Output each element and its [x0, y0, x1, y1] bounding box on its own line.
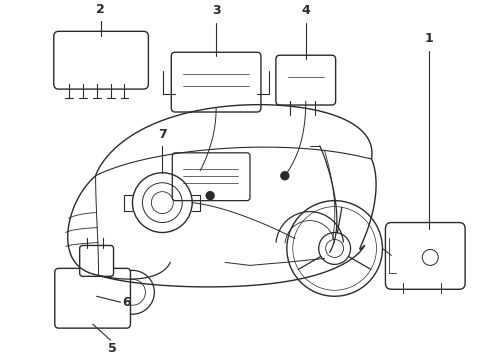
- FancyBboxPatch shape: [55, 268, 130, 328]
- Circle shape: [281, 172, 289, 180]
- FancyBboxPatch shape: [80, 246, 114, 276]
- Text: 2: 2: [96, 3, 105, 17]
- Text: 5: 5: [108, 342, 117, 355]
- Text: 6: 6: [122, 296, 131, 309]
- Text: 7: 7: [158, 128, 167, 141]
- Text: 3: 3: [212, 4, 220, 17]
- Circle shape: [206, 192, 214, 200]
- Text: 4: 4: [301, 4, 310, 17]
- Text: 1: 1: [425, 32, 434, 45]
- FancyBboxPatch shape: [172, 153, 250, 201]
- FancyBboxPatch shape: [386, 222, 465, 289]
- FancyBboxPatch shape: [172, 52, 261, 112]
- FancyBboxPatch shape: [54, 31, 148, 89]
- FancyBboxPatch shape: [276, 55, 336, 105]
